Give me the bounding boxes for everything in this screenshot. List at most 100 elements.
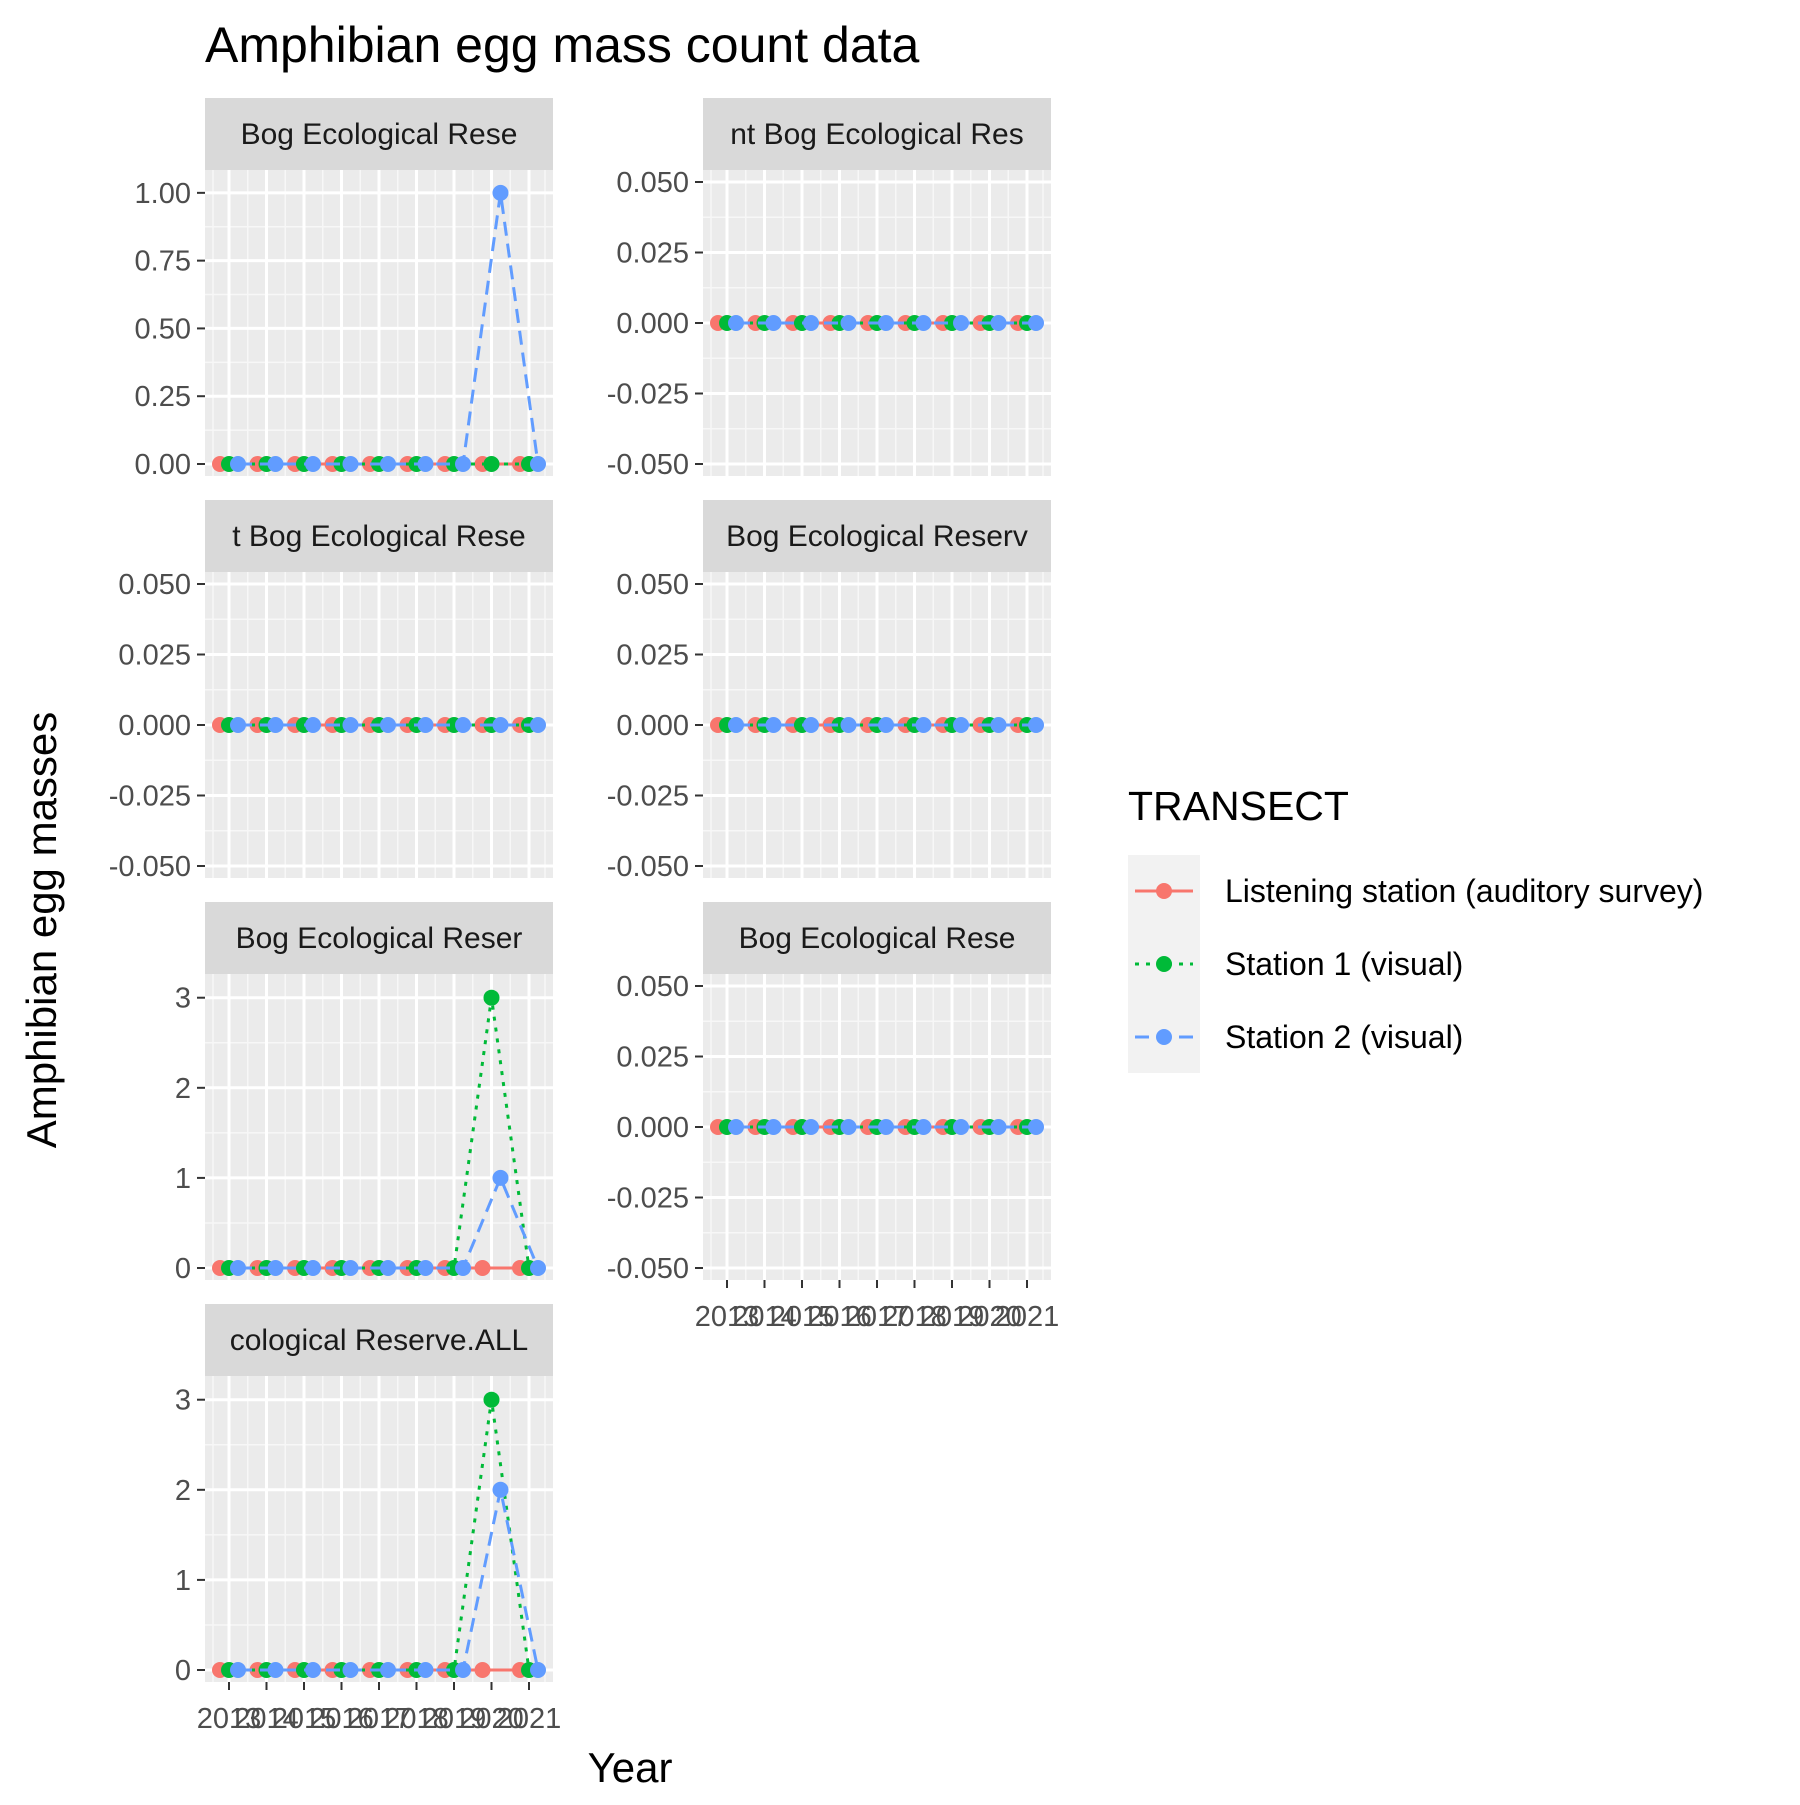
data-point	[267, 456, 284, 472]
x-tick-label: 2021	[995, 1301, 1060, 1333]
facet-strip	[205, 1304, 553, 1376]
data-point	[878, 315, 894, 331]
facet-panel: Bog Ecological Reserv -0.050 -0.025 0.000 0.…	[607, 500, 1051, 883]
y-tick-label: -0.050	[607, 851, 689, 883]
y-tick-label: -0.050	[607, 449, 689, 481]
y-tick-label: 2	[175, 1475, 191, 1507]
data-point	[380, 1662, 396, 1678]
facet-panel: nt Bog Ecological Res -0.050 -0.025 0.000 0.…	[607, 98, 1051, 481]
data-point	[530, 1260, 546, 1276]
data-point	[990, 717, 1007, 733]
data-point	[1028, 717, 1044, 733]
facet-strip-label: Bog Ecological Rese	[241, 118, 518, 151]
data-point	[455, 1260, 471, 1276]
data-point	[267, 717, 284, 733]
data-point	[483, 989, 500, 1006]
x-tick-label: 2015	[770, 1301, 835, 1333]
y-tick-label: 0.050	[118, 569, 191, 601]
data-point	[492, 717, 509, 733]
data-point	[803, 717, 819, 733]
x-tick-label: 2019	[422, 1703, 487, 1735]
x-tick-label: 2021	[497, 1703, 562, 1735]
x-tick-label: 2015	[272, 1703, 337, 1735]
legend-entry: Station 2 (visual)	[1135, 1019, 1463, 1055]
y-tick-label: 0.025	[616, 640, 689, 672]
data-point	[483, 456, 500, 472]
data-point	[803, 1119, 819, 1135]
data-point	[530, 456, 546, 472]
facet-strip-label: nt Bog Ecological Res	[730, 118, 1024, 151]
y-tick-label: 0.25	[135, 381, 191, 413]
data-point	[915, 717, 932, 733]
y-tick-label: -0.050	[607, 1253, 689, 1285]
data-point	[455, 717, 471, 733]
data-point	[380, 1260, 396, 1276]
facet-strip	[205, 98, 553, 170]
y-tick-label: 0.000	[616, 710, 689, 742]
chart-title: Amphibian egg mass count data	[205, 17, 920, 73]
y-tick-label: -0.025	[109, 781, 191, 813]
x-tick-label: 2017	[347, 1703, 412, 1735]
y-tick-label: 1	[175, 1163, 191, 1195]
y-tick-label: 0.75	[135, 246, 191, 278]
x-tick-label: 2013	[197, 1703, 262, 1735]
data-point	[305, 1662, 321, 1678]
data-point	[492, 184, 509, 201]
facet-strip-label: Bog Ecological Reser	[236, 922, 523, 955]
y-tick-label: -0.025	[607, 781, 689, 813]
legend-key-point	[1156, 956, 1172, 972]
data-point	[417, 1662, 434, 1678]
data-point	[840, 315, 857, 331]
y-tick-label: 1.00	[135, 178, 191, 210]
facet-panel: cological Reserve.ALL0123201320142015201…	[175, 1304, 561, 1735]
y-tick-label: 0.050	[616, 167, 689, 199]
y-tick-label: -0.025	[607, 379, 689, 411]
y-tick-label: -0.050	[109, 851, 191, 883]
data-point	[380, 456, 396, 472]
data-point	[455, 456, 471, 472]
legend: TRANSECT Listening station (auditory sur…	[1128, 783, 1703, 1073]
facet-strip	[205, 500, 553, 572]
y-axis-title: Amphibian egg masses	[18, 712, 65, 1149]
facet-panels: Bog Ecological Rese 0.00 0.25 0.50 0.75 1.00 n…	[109, 98, 1059, 1735]
facet-panel: Bog Ecological Reser 0 1 2 3	[175, 902, 553, 1285]
y-tick-label: 0.000	[616, 308, 689, 340]
data-point	[305, 1260, 321, 1276]
data-point	[230, 1260, 246, 1276]
data-point	[455, 1662, 471, 1678]
data-point	[765, 717, 782, 733]
y-tick-label: 3	[175, 983, 191, 1015]
x-tick-label: 2020	[957, 1301, 1022, 1333]
y-tick-label: 3	[175, 1385, 191, 1417]
x-tick-label: 2013	[695, 1301, 760, 1333]
y-tick-label: 2	[175, 1073, 191, 1105]
facet-panel: Bog Ecological Rese -0.050 -0.025 0.000 0.02…	[607, 902, 1059, 1333]
x-tick-label: 2014	[732, 1301, 797, 1333]
legend-label: Station 1 (visual)	[1225, 946, 1463, 982]
data-point	[953, 1119, 969, 1135]
x-axis-title: Year	[588, 1744, 673, 1791]
y-tick-label: 0.00	[135, 449, 191, 481]
data-point	[728, 717, 744, 733]
data-point	[492, 1481, 509, 1498]
y-tick-label: 0.025	[118, 640, 191, 672]
facet-strip-label: Bog Ecological Rese	[739, 922, 1016, 955]
data-point	[342, 717, 359, 733]
data-point	[342, 1662, 359, 1678]
data-point	[953, 315, 969, 331]
data-point	[417, 1260, 434, 1276]
y-tick-label: 0.000	[616, 1112, 689, 1144]
data-point	[915, 315, 932, 331]
data-point	[840, 1119, 857, 1135]
data-point	[878, 1119, 894, 1135]
data-point	[765, 1119, 782, 1135]
legend-label: Listening station (auditory survey)	[1225, 873, 1703, 909]
facet-strip	[703, 902, 1051, 974]
y-tick-label: -0.025	[607, 1183, 689, 1215]
data-point	[1028, 1119, 1044, 1135]
x-tick-label: 2014	[234, 1703, 299, 1735]
x-tick-label: 2016	[807, 1301, 872, 1333]
y-tick-label: 0	[175, 1253, 191, 1285]
